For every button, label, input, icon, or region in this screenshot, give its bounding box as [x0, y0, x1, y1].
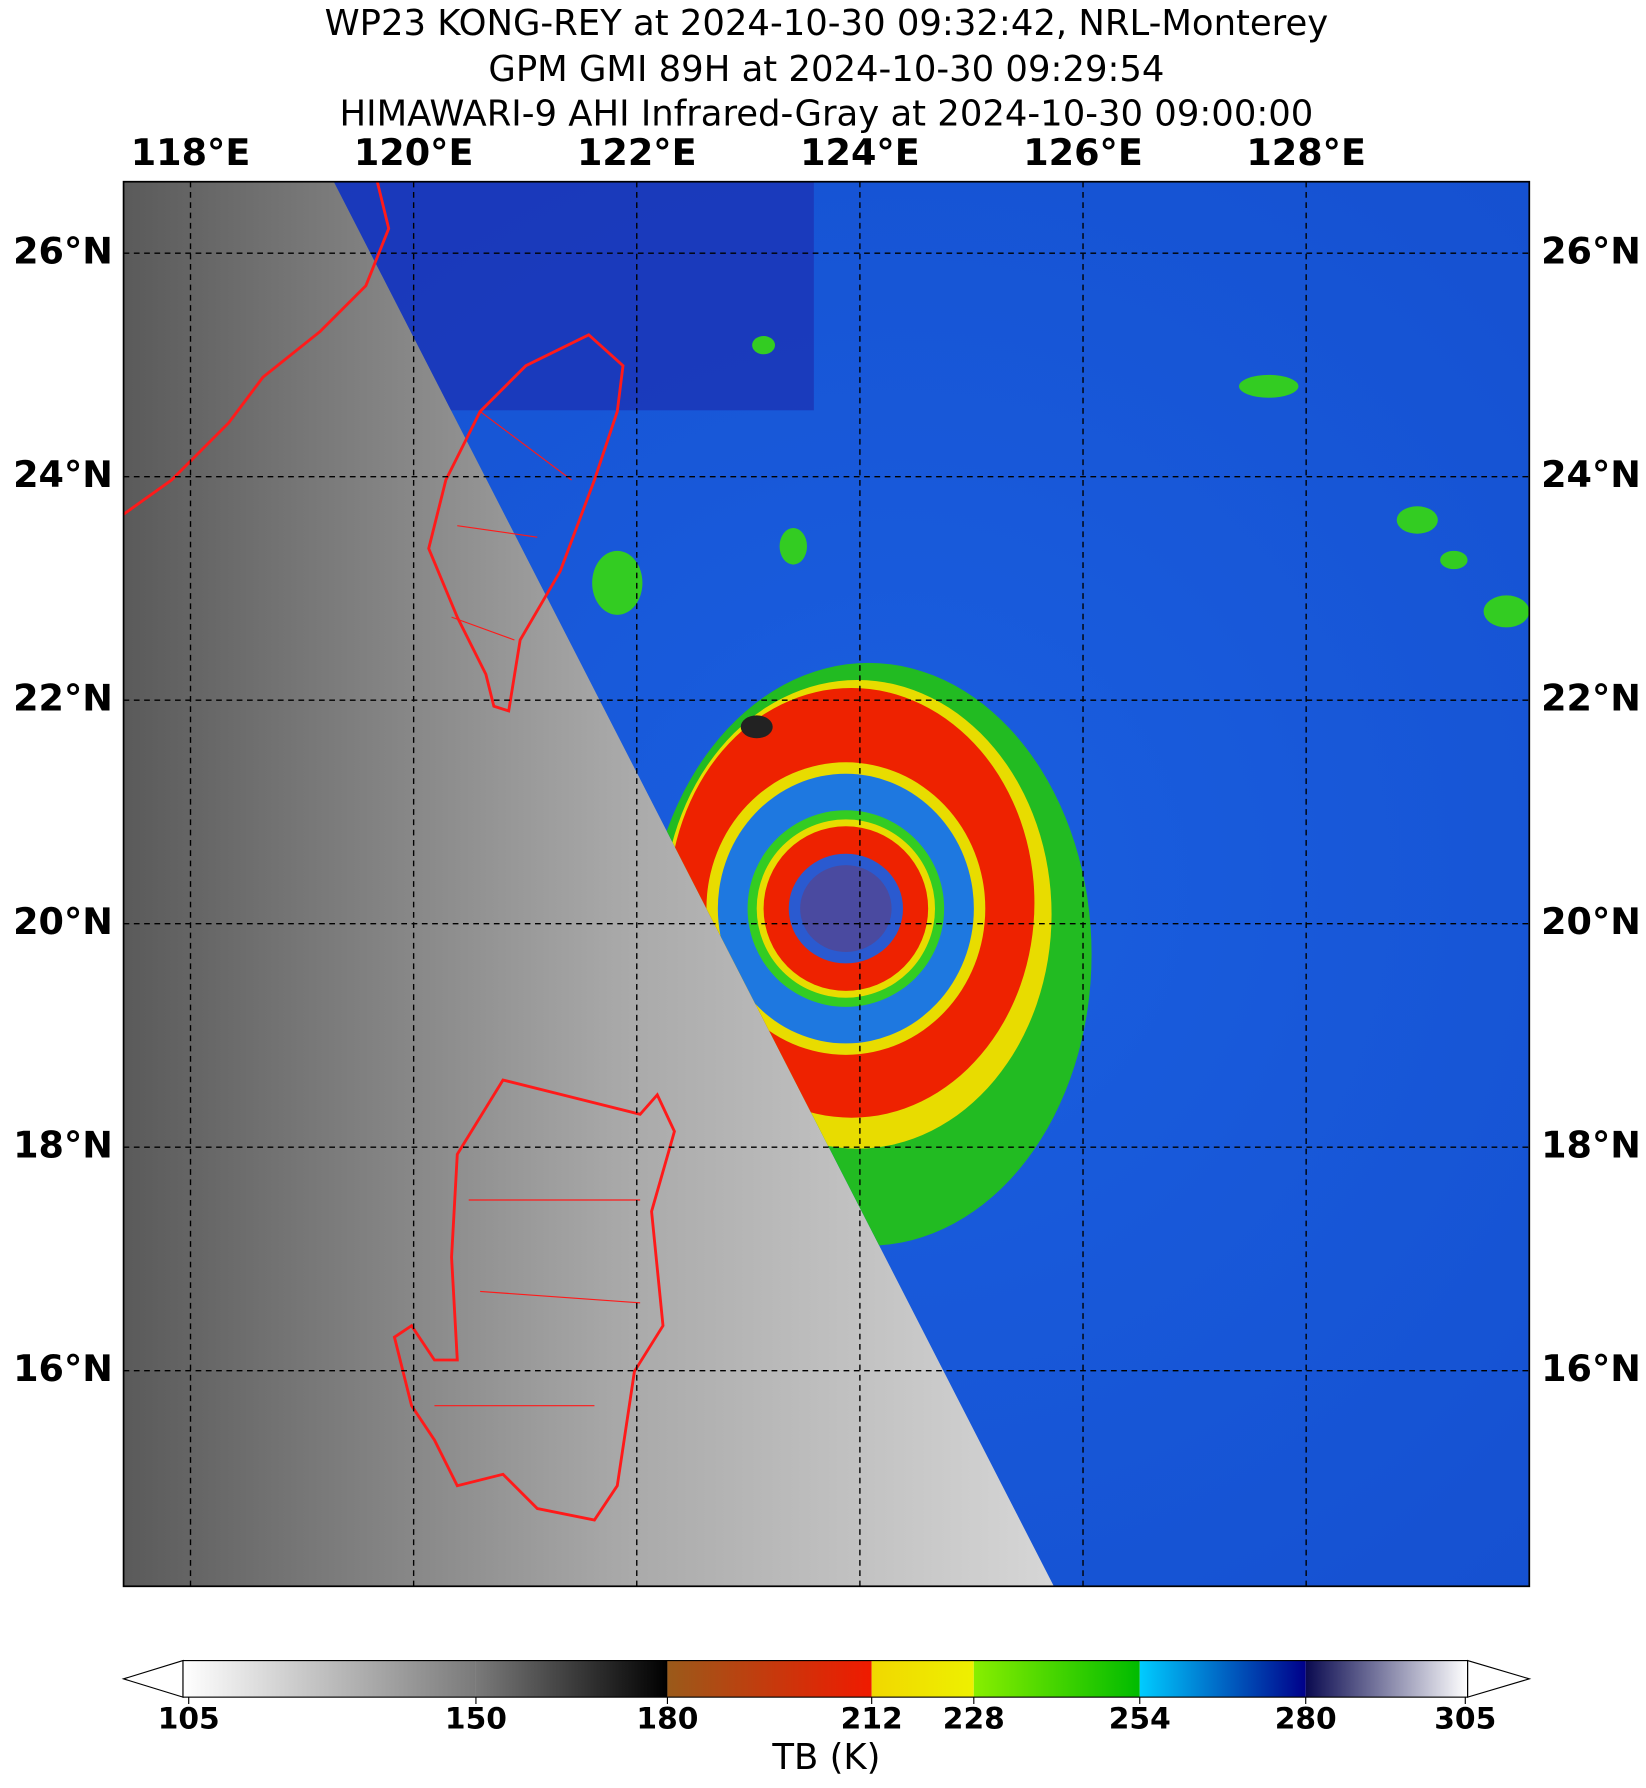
lat-label: 24°N — [13, 453, 113, 496]
lon-label: 122°E — [577, 131, 697, 174]
coastline — [392, 1078, 676, 1522]
lat-label: 18°N — [13, 1124, 113, 1167]
lat-label: 26°N — [13, 230, 113, 273]
colorbar-segment — [1305, 1660, 1468, 1698]
lat-label: 16°N — [1541, 1347, 1641, 1390]
colorbar: TB (K) 105 150 180 212 228 254 280 305 — [121, 1659, 1532, 1778]
lon-label: 124°E — [800, 131, 920, 174]
lat-label: 22°N — [13, 677, 113, 720]
imagery — [122, 180, 1531, 1588]
colorbar-tick-label: 105 — [158, 1702, 220, 1737]
colorbar-extend-high — [1466, 1659, 1532, 1698]
colorbar-segment — [973, 1660, 1140, 1698]
colorbar-segment — [183, 1660, 476, 1698]
colorbar-tick-label: 150 — [445, 1702, 507, 1737]
lon-label: 126°E — [1023, 131, 1143, 174]
title-line: GPM GMI 89H at 2024-10-30 09:29:54 — [488, 49, 1164, 90]
title-line: HIMAWARI-9 AHI Infrared-Gray at 2024-10-… — [340, 93, 1314, 134]
colorbar-tick-label: 254 — [1109, 1702, 1171, 1737]
colorbar-segment — [1139, 1660, 1306, 1698]
map-frame — [122, 180, 1531, 1588]
colorbar-segment — [871, 1660, 974, 1698]
lat-label: 16°N — [13, 1347, 113, 1390]
lat-label: 18°N — [1541, 1124, 1641, 1167]
lon-label: 120°E — [354, 131, 474, 174]
lat-label: 26°N — [1541, 230, 1641, 273]
colorbar-label: TB (K) — [771, 1737, 880, 1778]
coastline — [122, 181, 391, 516]
lat-label: 20°N — [1541, 900, 1641, 943]
colorbar-tick-label: 305 — [1434, 1702, 1496, 1737]
coastline — [427, 333, 625, 713]
colorbar-tick-label: 228 — [943, 1702, 1005, 1737]
colorbar-frame — [182, 1659, 1469, 1698]
lon-label: 128°E — [1246, 131, 1366, 174]
title-line: WP23 KONG-REY at 2024-10-30 09:32:42, NR… — [325, 3, 1329, 44]
colorbar-tick-label: 180 — [636, 1702, 698, 1737]
lat-label: 24°N — [1541, 453, 1641, 496]
boundary — [434, 410, 641, 1407]
graticule: 118°E 120°E 122°E 124°E 126°E 128°E 16°N 16°N 18… — [13, 131, 1641, 1587]
colorbar-segment — [667, 1660, 872, 1698]
lat-label: 20°N — [13, 900, 113, 943]
colorbar-segment — [475, 1660, 668, 1698]
colorbar-extend-low — [121, 1659, 184, 1698]
colorbar-tick-label: 212 — [841, 1702, 903, 1737]
colorbar-tick-label: 280 — [1275, 1702, 1337, 1737]
lat-label: 22°N — [1541, 677, 1641, 720]
lon-label: 118°E — [131, 131, 251, 174]
